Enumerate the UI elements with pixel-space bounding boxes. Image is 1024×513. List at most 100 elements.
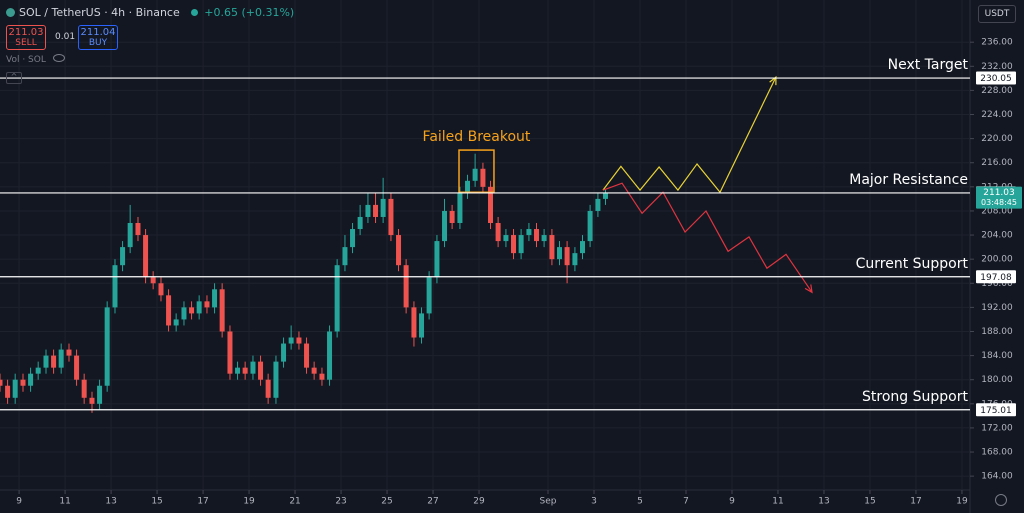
candle-body	[20, 379, 26, 386]
x-tick-label: 25	[381, 497, 392, 507]
candle-body	[327, 331, 333, 380]
x-tick-label: 19	[243, 497, 255, 507]
candle-body	[265, 379, 271, 398]
candle-body	[74, 355, 80, 380]
y-tick-label: 192.00	[981, 303, 1013, 313]
change: +0.65 (+0.31%)	[204, 6, 295, 19]
candle-body	[158, 283, 164, 296]
candle-body	[365, 204, 371, 217]
candle-body	[281, 343, 287, 362]
y-tick-label: 164.00	[981, 472, 1013, 482]
y-tick-label: 216.00	[981, 158, 1013, 168]
candle-body	[219, 289, 225, 332]
x-tick-label: 17	[197, 497, 208, 507]
candle-body	[112, 265, 118, 308]
candle-body	[488, 186, 494, 224]
candle-body	[189, 307, 195, 314]
candle-body	[204, 301, 210, 308]
y-tick-label: 172.00	[981, 423, 1013, 433]
y-tick-label: 232.00	[981, 62, 1013, 72]
y-tick-label: 184.00	[981, 351, 1013, 361]
arrow-head	[804, 284, 813, 294]
candle-body	[12, 379, 18, 398]
candle-body	[564, 247, 570, 266]
y-tick-label: 208.00	[981, 206, 1013, 216]
candle-body	[403, 265, 409, 308]
projection-path	[602, 76, 777, 194]
candle-body	[572, 253, 578, 266]
status-dot	[191, 9, 199, 16]
x-tick-label: 5	[637, 497, 643, 507]
candle-body	[549, 235, 555, 260]
candle-body	[595, 198, 601, 211]
candle-body	[242, 367, 248, 374]
candle-body	[495, 223, 501, 242]
candle-body	[526, 229, 532, 236]
candle-body	[350, 229, 356, 248]
y-tick-label: 236.00	[981, 38, 1013, 48]
candle-body	[304, 343, 310, 368]
y-tick-label: 188.00	[981, 327, 1013, 337]
level-badge	[976, 403, 1016, 417]
candle-body	[66, 349, 72, 356]
y-tick-label: 220.00	[981, 134, 1013, 144]
candle-body	[235, 367, 241, 374]
candle-body	[380, 198, 386, 217]
price-axis	[970, 0, 1024, 513]
candle-body	[388, 198, 394, 236]
x-tick-label: 15	[864, 497, 875, 507]
candle-body	[89, 397, 95, 404]
y-tick-label: 200.00	[981, 255, 1013, 265]
level-badge	[976, 270, 1016, 284]
candle-body	[196, 301, 202, 314]
candle-body	[503, 235, 509, 242]
volume-indicator: Vol · SOL	[6, 54, 65, 65]
candle-body	[426, 277, 432, 314]
candle-body	[319, 373, 325, 380]
buy-price: 211.04	[80, 27, 116, 38]
candle-body	[97, 385, 103, 404]
candle-body	[396, 235, 402, 266]
candle-body	[541, 235, 547, 242]
buy-label: BUY	[88, 38, 108, 48]
currency-selector[interactable]: USDT	[978, 5, 1016, 23]
candle-body	[143, 235, 149, 278]
candle-body	[150, 277, 156, 284]
candle-body	[442, 210, 448, 242]
x-tick-label: 13	[818, 497, 829, 507]
level-value: 230.05	[980, 74, 1012, 84]
collapse-button[interactable]: ^	[6, 72, 22, 84]
x-tick-label: 15	[151, 497, 162, 507]
level-label: Strong Support	[862, 389, 968, 405]
candle-body	[51, 355, 57, 368]
y-tick-label: 180.00	[981, 375, 1013, 385]
countdown: 03:48:45	[981, 198, 1017, 207]
candle-body	[258, 361, 264, 380]
settings-button[interactable]	[995, 494, 1007, 506]
level-value: 175.01	[980, 406, 1012, 416]
candle-body	[250, 361, 256, 374]
candle-body	[480, 168, 486, 187]
candle-body	[5, 385, 11, 398]
sell-label: SELL	[15, 38, 37, 48]
candle-body	[534, 229, 540, 242]
candle-body	[518, 235, 524, 254]
spread: 0.01	[55, 32, 76, 42]
x-tick-label: 23	[335, 497, 346, 507]
candle-body	[334, 265, 340, 332]
sell-button[interactable]: 211.03 SELL	[6, 25, 46, 50]
level-badge	[976, 71, 1016, 85]
candle-body	[311, 367, 317, 374]
y-tick-label: 168.00	[981, 448, 1013, 458]
candle-body	[181, 307, 187, 320]
candle-body	[373, 204, 379, 217]
visibility-toggle[interactable]	[52, 54, 65, 62]
level-label: Current Support	[856, 256, 969, 272]
x-tick-label: 11	[59, 497, 70, 507]
x-tick-label: Sep	[540, 497, 557, 507]
candle-body	[357, 216, 363, 230]
candle-body	[411, 307, 417, 338]
buy-button[interactable]: 211.04 BUY	[78, 25, 118, 50]
candle-body	[135, 223, 141, 236]
